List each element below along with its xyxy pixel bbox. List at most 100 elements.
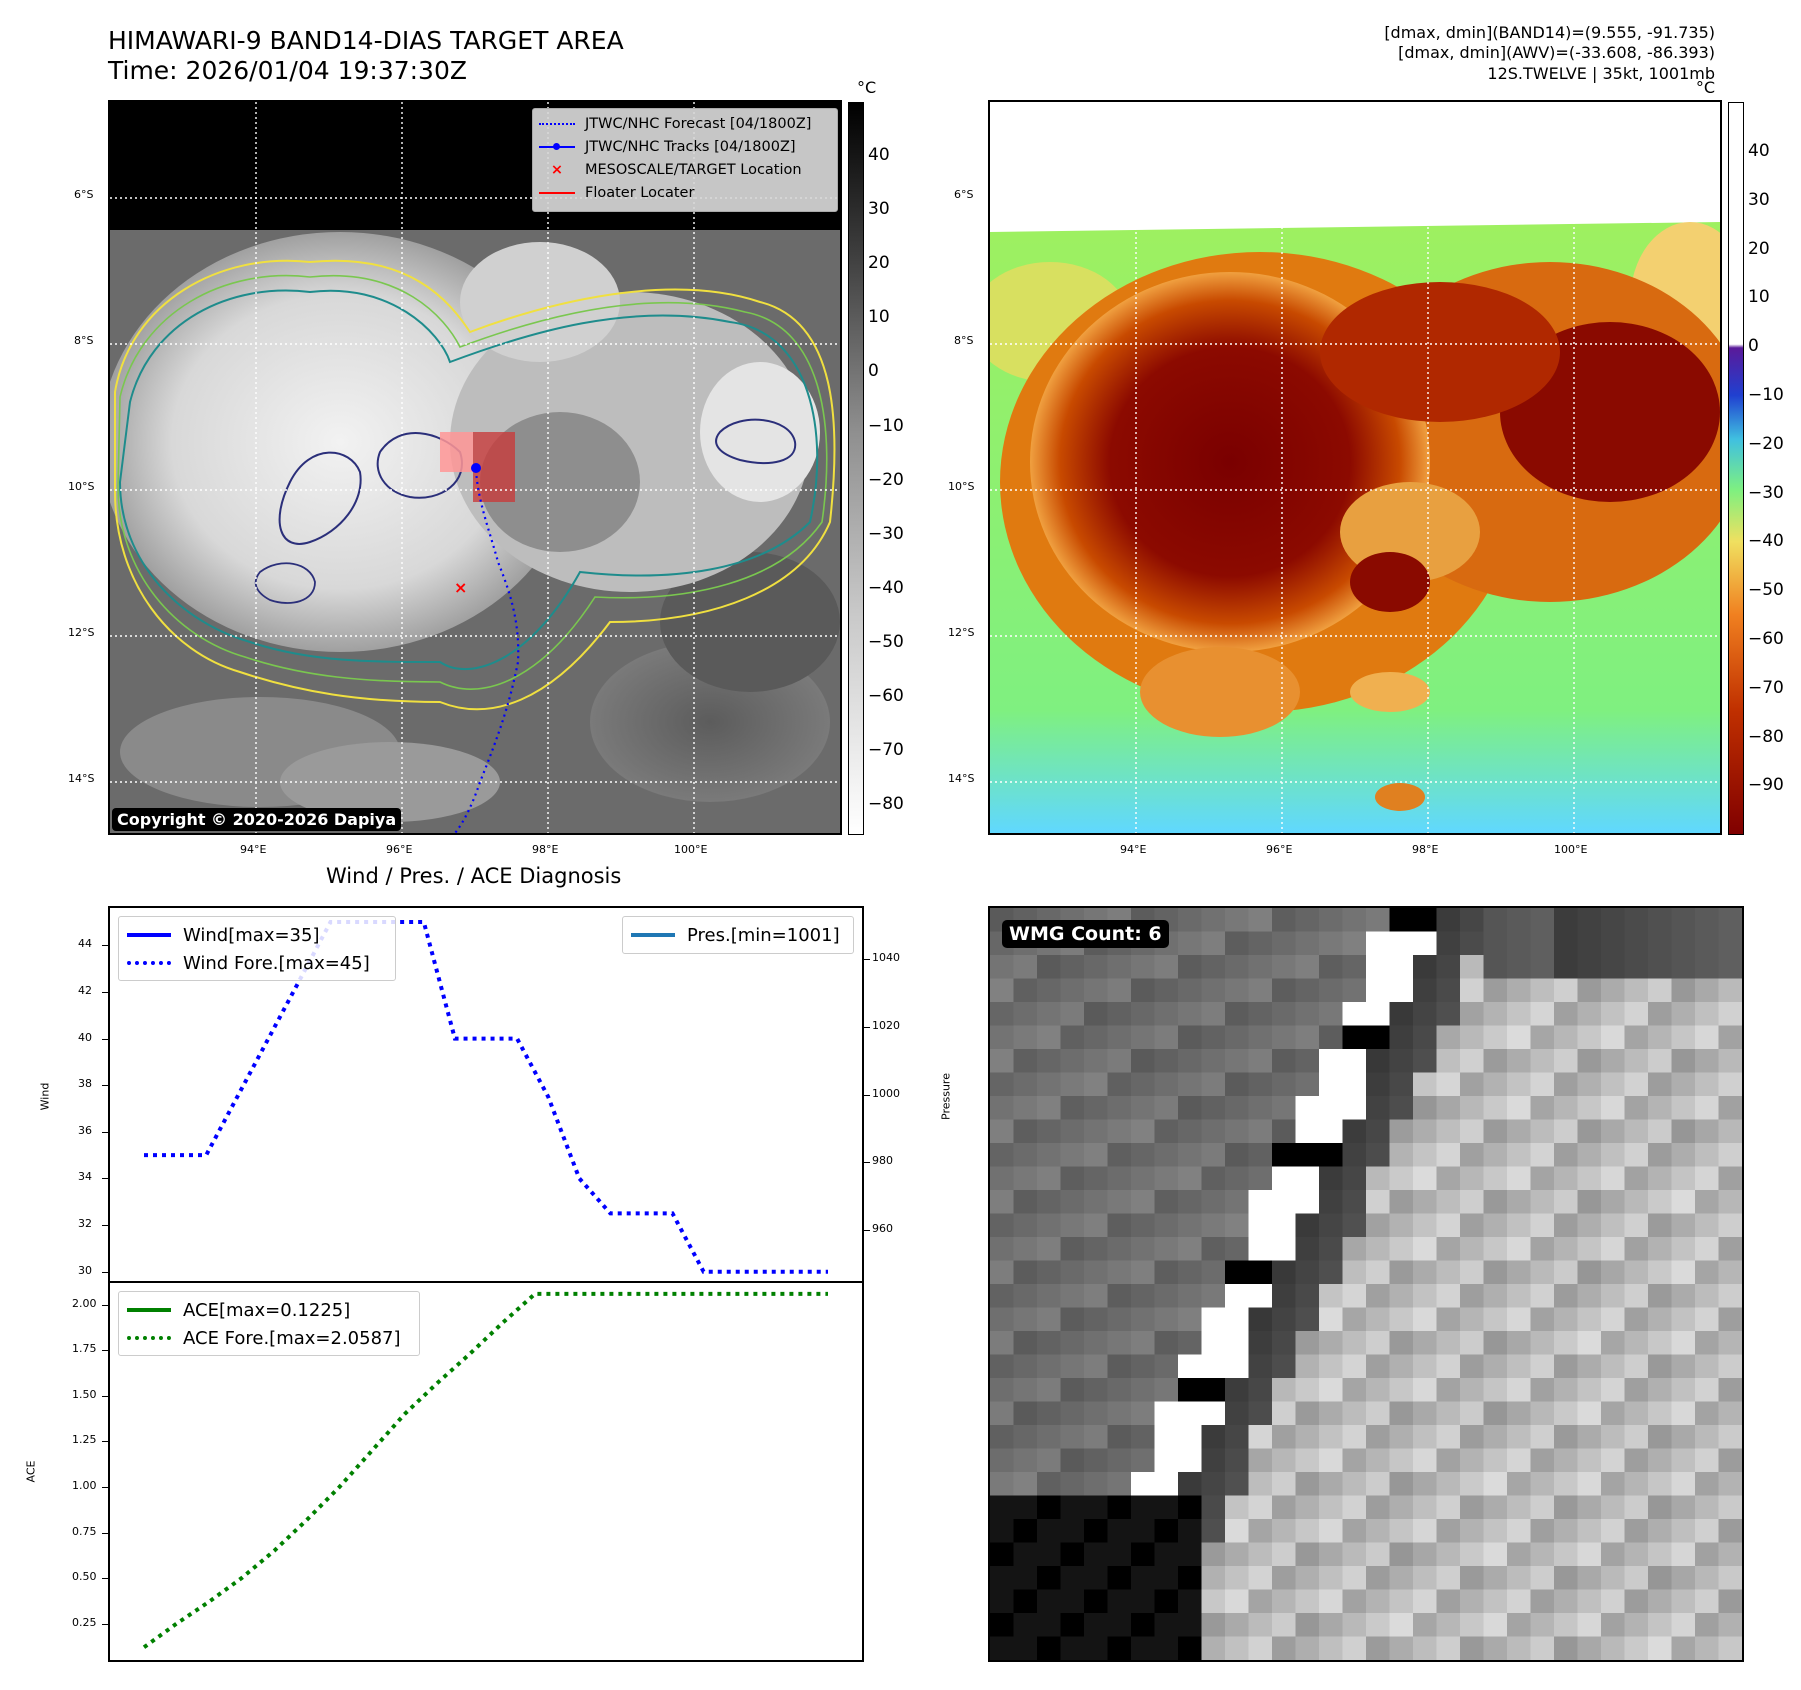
wmg-pixel [1342,931,1367,956]
wmg-pixel [1013,1072,1038,1097]
wmg-pixel [1272,1425,1297,1450]
wmg-pixel [1272,1542,1297,1567]
wmg-pixel [1366,1119,1391,1144]
wmg-pixel [1601,1401,1626,1426]
wmg-pixel [1154,1072,1179,1097]
wmg-pixel [1107,1307,1132,1332]
wmg-pixel [1295,1307,1320,1332]
wmg-pixel [1366,1213,1391,1238]
wmg-pixel [1060,1636,1085,1660]
wmg-pixel [1436,1401,1461,1426]
wmg-pixel [1060,1307,1085,1332]
wmg-pixel [1648,1307,1673,1332]
wmg-pixel [1060,1331,1085,1356]
wmg-pixel [1319,1472,1344,1497]
wmg-pixel [1624,1284,1649,1309]
wmg-pixel [1389,1354,1414,1379]
wmg-pixel [1366,1331,1391,1356]
tick-mark [864,958,870,960]
wmg-pixel [1413,1284,1438,1309]
wmg-pixel [1013,1519,1038,1544]
wmg-pixel [1389,1096,1414,1121]
wmg-pixel [1295,1260,1320,1285]
wmg-pixel [1201,1284,1226,1309]
ir-colorbar [848,102,864,835]
wmg-pixel [1342,1495,1367,1520]
wmg-pixel [990,1566,1015,1591]
wmg-pixel [1107,1237,1132,1262]
wmg-pixel [1413,1354,1438,1379]
wmg-pixel [1624,1190,1649,1215]
wmg-pixel [1460,1566,1485,1591]
wmg-pixel [1131,1237,1156,1262]
wmg-pixel [1084,1002,1109,1027]
wmg-pixel [1342,1472,1367,1497]
wmg-pixel [1695,1519,1720,1544]
wmg-pixel [1060,1448,1085,1473]
lat-tick: 6°S [74,188,94,201]
lat-tick: 10°S [948,480,975,493]
wmg-pixel [1507,978,1532,1003]
wmg-pixel [1201,955,1226,980]
wmg-pixel [1342,1072,1367,1097]
wmg-pixel [1013,1472,1038,1497]
awv-colorbar-tick: −70 [1748,677,1784,698]
wind-tick: 34 [78,1170,92,1184]
ir-colorbar-tick: −50 [868,631,904,652]
wmg-pixel [1718,1260,1742,1285]
wmg-pixel [1530,1237,1555,1262]
wmg-pixel [1695,1025,1720,1050]
wmg-pixel [1013,1401,1038,1426]
wmg-pixel [1507,1378,1532,1403]
wmg-pixel [1037,1566,1062,1591]
wmg-pixel [1225,1354,1250,1379]
tick-mark [102,1304,108,1306]
wmg-pixel [1413,1542,1438,1567]
lon-tick: 98°E [1412,843,1439,856]
wmg-pixel [1460,1425,1485,1450]
wmg-pixel [1037,1425,1062,1450]
wmg-pixel [990,1401,1015,1426]
wmg-pixel [1366,1519,1391,1544]
ace-legend: ACE[max=0.1225] ACE Fore.[max=2.0587] [118,1291,420,1356]
wmg-pixel [1671,908,1696,933]
wmg-pixel [1413,1237,1438,1262]
wmg-pixel [1131,1354,1156,1379]
wmg-pixel [1483,1425,1508,1450]
info-awv-range: [dmax, dmin](AWV)=(-33.608, -86.393) [1398,43,1715,62]
wmg-pixel [1201,1613,1226,1638]
wmg-pixel [1695,1589,1720,1614]
wmg-pixel [1648,1354,1673,1379]
wmg-pixel [1695,978,1720,1003]
wmg-pixel [1037,955,1062,980]
wmg-pixel [1272,978,1297,1003]
wmg-pixel [1718,1425,1742,1450]
wmg-pixel [1178,1542,1203,1567]
wmg-pixel [1483,1354,1508,1379]
wmg-pixel [1013,1589,1038,1614]
solid-line-icon [539,191,575,194]
wmg-pixel [1178,1260,1203,1285]
wmg-pixel [1695,1542,1720,1567]
wmg-pixel [1107,1566,1132,1591]
wmg-pixel [1319,908,1344,933]
wmg-pixel [1413,1190,1438,1215]
wmg-pixel [1601,1613,1626,1638]
wmg-pixel [1554,955,1579,980]
wmg-pixel [1272,1096,1297,1121]
wmg-pixel [1342,1636,1367,1660]
wmg-pixel [1201,1401,1226,1426]
wmg-pixel [1554,1495,1579,1520]
wmg-pixel [1436,1448,1461,1473]
wmg-pixel [1695,1472,1720,1497]
wmg-pixel [1366,931,1391,956]
wmg-pixel [1436,931,1461,956]
wmg-pixel [1389,1190,1414,1215]
wmg-pixel [1601,1049,1626,1074]
wmg-pixel [1648,908,1673,933]
wmg-pixel [1225,931,1250,956]
wmg-pixel [1107,1119,1132,1144]
wmg-pixel [1037,1119,1062,1144]
wmg-pixel [1201,1378,1226,1403]
wmg-pixel [1718,1002,1742,1027]
